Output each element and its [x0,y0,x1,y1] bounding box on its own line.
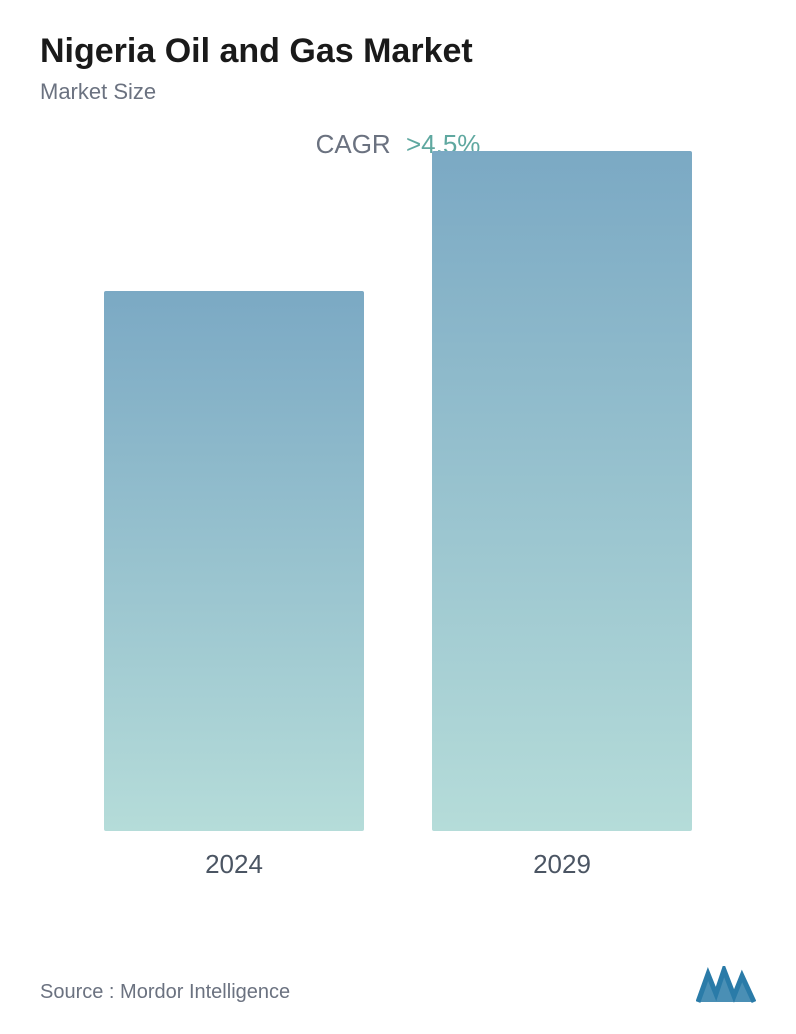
bar [432,151,692,831]
chart-subtitle: Market Size [40,79,756,105]
bar-group: 2029 [422,151,702,880]
bar-category-label: 2029 [533,849,591,880]
bar-chart: 2024 2029 [40,180,756,880]
chart-footer: Source : Mordor Intelligence [40,966,756,1004]
source-text: Source : Mordor Intelligence [40,981,290,1004]
chart-title: Nigeria Oil and Gas Market [40,32,756,71]
brand-logo-icon [696,966,756,1004]
bar-category-label: 2024 [205,849,263,880]
bar-group: 2024 [94,291,374,880]
cagr-label: CAGR [316,129,391,159]
bar [104,291,364,831]
